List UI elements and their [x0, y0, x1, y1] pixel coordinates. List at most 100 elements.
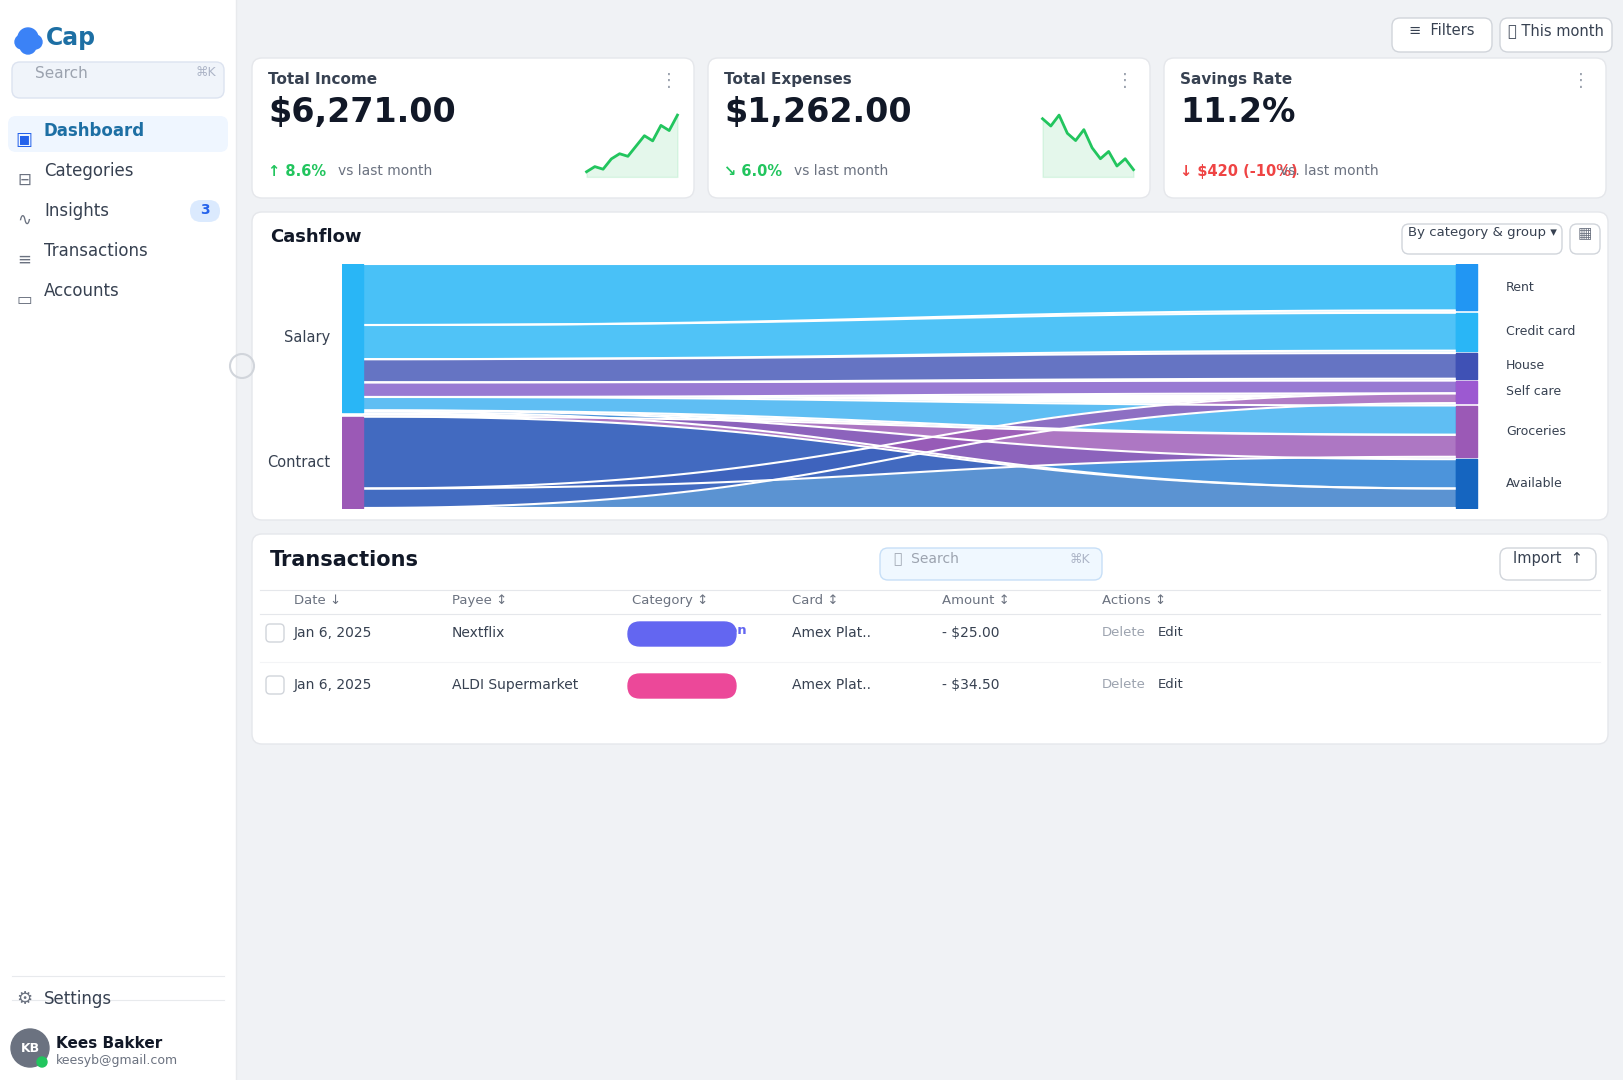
- Text: ↘ 6.0%: ↘ 6.0%: [724, 164, 782, 179]
- Text: Amex Plat..: Amex Plat..: [792, 626, 870, 640]
- Text: Dashboard: Dashboard: [44, 122, 144, 140]
- Text: ■: ■: [641, 681, 651, 691]
- FancyBboxPatch shape: [266, 676, 284, 694]
- Circle shape: [28, 35, 42, 49]
- Text: Subscription: Subscription: [651, 624, 747, 637]
- FancyBboxPatch shape: [1500, 18, 1612, 52]
- Text: ↑ 8.6%: ↑ 8.6%: [268, 164, 326, 179]
- Text: ⊟: ⊟: [18, 171, 31, 189]
- Text: ⌘K: ⌘K: [195, 66, 216, 79]
- Text: ⋮: ⋮: [1571, 72, 1589, 90]
- Text: - $25.00: - $25.00: [941, 626, 998, 640]
- Text: $6,271.00: $6,271.00: [268, 96, 456, 129]
- Text: House: House: [1505, 360, 1543, 373]
- Text: Transactions: Transactions: [44, 242, 148, 260]
- Polygon shape: [362, 410, 1456, 488]
- Text: Contract: Contract: [266, 455, 329, 470]
- Polygon shape: [362, 353, 1456, 382]
- FancyBboxPatch shape: [11, 62, 224, 98]
- Text: ■: ■: [641, 629, 651, 639]
- FancyBboxPatch shape: [880, 548, 1102, 580]
- Text: Date ↓: Date ↓: [294, 594, 341, 607]
- FancyBboxPatch shape: [252, 58, 693, 198]
- Text: By category & group ▾: By category & group ▾: [1407, 226, 1555, 239]
- FancyBboxPatch shape: [8, 116, 227, 152]
- FancyBboxPatch shape: [1391, 18, 1492, 52]
- Text: ≡  Filters: ≡ Filters: [1409, 23, 1474, 38]
- Text: vs last month: vs last month: [338, 164, 432, 178]
- Text: keesyb@gmail.com: keesyb@gmail.com: [55, 1054, 179, 1067]
- Text: ⌘K: ⌘K: [1068, 553, 1089, 566]
- FancyBboxPatch shape: [1401, 224, 1561, 254]
- Circle shape: [19, 38, 36, 54]
- FancyBboxPatch shape: [0, 0, 235, 1080]
- Circle shape: [11, 1029, 49, 1067]
- Text: KB: KB: [21, 1041, 39, 1054]
- Text: ⚙: ⚙: [16, 990, 32, 1008]
- FancyBboxPatch shape: [708, 58, 1149, 198]
- Text: Transactions: Transactions: [269, 550, 419, 570]
- Text: Amount ↕: Amount ↕: [941, 594, 1010, 607]
- Text: ▦: ▦: [1578, 226, 1591, 241]
- Text: ∿: ∿: [18, 211, 31, 229]
- FancyBboxPatch shape: [1164, 58, 1605, 198]
- Text: Groceries: Groceries: [651, 676, 724, 689]
- Text: ⋮: ⋮: [659, 72, 677, 90]
- Text: Accounts: Accounts: [44, 282, 120, 300]
- Text: Savings Rate: Savings Rate: [1180, 72, 1292, 87]
- Circle shape: [15, 35, 29, 49]
- Text: Cashflow: Cashflow: [269, 228, 362, 246]
- Text: Insights: Insights: [44, 202, 109, 220]
- Polygon shape: [362, 417, 1456, 508]
- Text: Available: Available: [1505, 477, 1561, 490]
- FancyBboxPatch shape: [628, 674, 735, 698]
- Polygon shape: [362, 313, 1456, 360]
- FancyBboxPatch shape: [1569, 224, 1599, 254]
- Text: Cap: Cap: [45, 26, 96, 50]
- Circle shape: [37, 1057, 47, 1067]
- FancyBboxPatch shape: [628, 622, 735, 646]
- Polygon shape: [362, 380, 1456, 397]
- FancyBboxPatch shape: [190, 200, 219, 222]
- Text: - $34.50: - $34.50: [941, 678, 998, 692]
- Text: Payee ↕: Payee ↕: [451, 594, 506, 607]
- Text: Credit card: Credit card: [1505, 325, 1574, 338]
- Text: ▭: ▭: [16, 291, 32, 309]
- Text: 11.2%: 11.2%: [1180, 96, 1295, 129]
- Text: ⬜ This month: ⬜ This month: [1508, 23, 1604, 38]
- Text: Self care: Self care: [1505, 386, 1560, 399]
- Polygon shape: [362, 264, 1456, 325]
- Text: ≡: ≡: [18, 251, 31, 269]
- Text: ⋮: ⋮: [1115, 72, 1133, 90]
- Circle shape: [18, 28, 37, 48]
- Text: Jan 6, 2025: Jan 6, 2025: [294, 626, 372, 640]
- FancyBboxPatch shape: [266, 624, 284, 642]
- FancyBboxPatch shape: [252, 212, 1607, 519]
- Text: 3: 3: [200, 203, 209, 217]
- Text: vs. last month: vs. last month: [1279, 164, 1378, 178]
- Polygon shape: [362, 417, 1456, 488]
- Text: Total Income: Total Income: [268, 72, 377, 87]
- Text: Edit: Edit: [1157, 678, 1183, 691]
- Text: ▣: ▣: [16, 131, 32, 149]
- Text: Nextflix: Nextflix: [451, 626, 505, 640]
- Text: Kees Bakker: Kees Bakker: [55, 1036, 162, 1051]
- Text: vs last month: vs last month: [794, 164, 888, 178]
- Text: Actions ↕: Actions ↕: [1102, 594, 1165, 607]
- Polygon shape: [362, 393, 1456, 508]
- Polygon shape: [362, 397, 1456, 435]
- Text: Import  ↑: Import ↑: [1513, 551, 1582, 566]
- Text: Edit: Edit: [1157, 626, 1183, 639]
- Text: ↓ $420 (-10%): ↓ $420 (-10%): [1180, 164, 1297, 179]
- Text: Category ↕: Category ↕: [631, 594, 708, 607]
- Text: Delete: Delete: [1102, 626, 1146, 639]
- Text: Search: Search: [36, 66, 88, 81]
- Text: Rent: Rent: [1505, 281, 1534, 294]
- Text: Jan 6, 2025: Jan 6, 2025: [294, 678, 372, 692]
- Text: Categories: Categories: [44, 162, 133, 180]
- Text: Salary: Salary: [284, 330, 329, 346]
- FancyBboxPatch shape: [252, 534, 1607, 744]
- Text: Groceries: Groceries: [1505, 424, 1565, 437]
- FancyBboxPatch shape: [1500, 548, 1595, 580]
- Text: Card ↕: Card ↕: [792, 594, 837, 607]
